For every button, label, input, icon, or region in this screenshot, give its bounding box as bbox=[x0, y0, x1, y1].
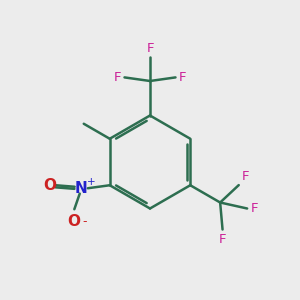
Text: -: - bbox=[83, 215, 87, 228]
Text: +: + bbox=[86, 177, 95, 187]
Text: O: O bbox=[43, 178, 56, 193]
Text: F: F bbox=[146, 42, 154, 55]
Text: O: O bbox=[67, 214, 80, 229]
Text: F: F bbox=[242, 170, 249, 183]
Text: F: F bbox=[219, 233, 226, 246]
Text: N: N bbox=[75, 181, 88, 196]
Text: F: F bbox=[251, 202, 258, 215]
Text: F: F bbox=[113, 71, 121, 84]
Text: F: F bbox=[179, 71, 187, 84]
